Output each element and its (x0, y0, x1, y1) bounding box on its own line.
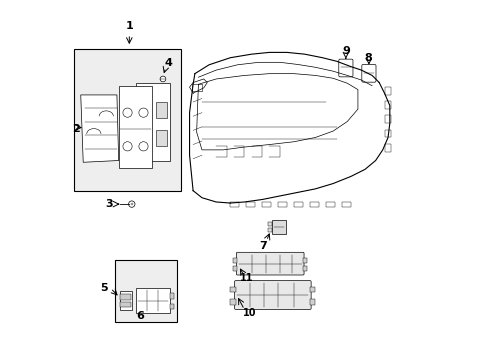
FancyBboxPatch shape (119, 86, 152, 168)
Circle shape (122, 142, 132, 151)
Bar (74, 49, 181, 191)
Bar (120, 294, 131, 300)
Text: 8: 8 (363, 53, 371, 63)
Bar (384, 130, 390, 138)
Text: 3: 3 (105, 199, 113, 209)
Bar (272, 220, 285, 234)
Bar (303, 266, 306, 271)
Bar (233, 258, 237, 262)
Bar (230, 299, 235, 305)
Circle shape (139, 108, 148, 117)
Circle shape (139, 142, 148, 151)
Bar (267, 228, 272, 232)
Bar (115, 260, 177, 322)
Bar (156, 130, 166, 146)
Bar (170, 304, 174, 309)
Bar (309, 299, 315, 305)
Bar (293, 202, 303, 207)
Bar (140, 102, 150, 118)
Bar (384, 101, 390, 109)
Bar (233, 266, 237, 271)
Bar (325, 202, 334, 207)
Polygon shape (81, 95, 119, 162)
FancyBboxPatch shape (234, 281, 310, 309)
Bar (384, 144, 390, 152)
Bar (192, 84, 202, 91)
Circle shape (122, 108, 132, 117)
Bar (246, 202, 255, 207)
Bar (309, 202, 318, 207)
Bar (267, 222, 272, 226)
Text: 10: 10 (243, 307, 256, 318)
Bar (120, 302, 131, 307)
FancyBboxPatch shape (361, 64, 375, 82)
Bar (262, 202, 270, 207)
Bar (140, 130, 150, 146)
Text: 2: 2 (72, 123, 80, 134)
Bar (156, 102, 166, 118)
Bar (120, 291, 132, 310)
Bar (341, 202, 350, 207)
Bar (384, 87, 390, 95)
Text: 6: 6 (136, 311, 143, 321)
Bar (278, 202, 286, 207)
Bar (230, 287, 235, 292)
Circle shape (160, 76, 165, 82)
FancyBboxPatch shape (236, 252, 304, 275)
Circle shape (128, 201, 135, 207)
Bar (170, 293, 174, 299)
Bar (303, 258, 306, 262)
Text: 7: 7 (259, 240, 266, 251)
Text: 4: 4 (164, 58, 172, 68)
Bar (309, 287, 315, 292)
Bar (384, 116, 390, 123)
Bar (136, 288, 170, 313)
FancyBboxPatch shape (136, 82, 170, 161)
Text: 9: 9 (341, 46, 349, 56)
Text: 1: 1 (125, 21, 133, 31)
Bar (230, 202, 239, 207)
FancyBboxPatch shape (338, 59, 352, 77)
Text: 5: 5 (101, 283, 108, 293)
Text: 11: 11 (240, 273, 253, 283)
